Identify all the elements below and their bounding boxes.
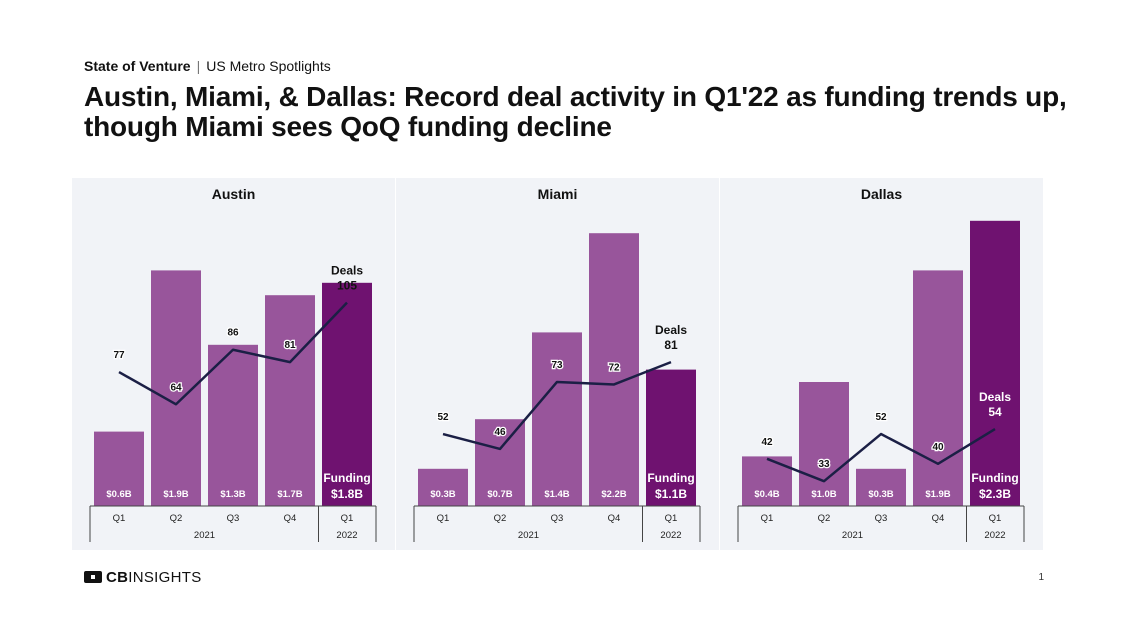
chart-panel-miami: Miami $0.3B $0.7B $1.4B $2.2B Funding $1.1B 52 4… bbox=[396, 178, 719, 550]
funding-caption: Funding bbox=[323, 471, 370, 485]
bar-value-label: $1.9B bbox=[163, 489, 188, 500]
bar-value-label: $1.1B bbox=[655, 487, 687, 501]
bar-value-label: $1.8B bbox=[331, 487, 363, 501]
bar-value-label: $1.4B bbox=[544, 489, 569, 500]
x-tick-label: Q1 bbox=[437, 513, 450, 524]
bar-value-label: $0.3B bbox=[868, 489, 893, 500]
x-tick-label: Q2 bbox=[170, 513, 183, 524]
x-tick-label: Q1 bbox=[665, 513, 678, 524]
bar-value-label: $2.2B bbox=[601, 489, 626, 500]
logo-text: CBINSIGHTS bbox=[106, 568, 202, 586]
bar-5 bbox=[970, 220, 1020, 507]
bar-1 bbox=[94, 431, 144, 506]
bar-value-label: $0.6B bbox=[106, 489, 131, 500]
bar-3 bbox=[856, 468, 906, 506]
bar-2 bbox=[799, 382, 849, 506]
deals-value-label: 40 bbox=[932, 442, 944, 453]
deals-value-label: 46 bbox=[494, 427, 506, 438]
chart-panel-dallas: Dallas $0.4B $1.0B $0.3B $1.9B Funding $2.3B 42… bbox=[720, 178, 1043, 550]
bar-value-label: $1.9B bbox=[925, 489, 950, 500]
deals-value-label: 52 bbox=[437, 412, 449, 423]
funding-caption: Funding bbox=[647, 471, 694, 485]
deals-value-label: 81 bbox=[664, 338, 678, 352]
bar-value-label: $0.7B bbox=[487, 489, 512, 500]
bar-3 bbox=[208, 344, 258, 506]
x-tick-label: Q2 bbox=[494, 513, 507, 524]
deals-line bbox=[118, 301, 348, 406]
kicker: State of Venture | US Metro Spotlights bbox=[84, 58, 1084, 74]
x-tick-label: Q1 bbox=[761, 513, 774, 524]
bar-1 bbox=[418, 468, 468, 506]
x-tick-label: Q3 bbox=[875, 513, 888, 524]
bar-5 bbox=[646, 369, 696, 506]
chart-dallas: Dallas $0.4B $1.0B $0.3B $1.9B Funding $2.3B 42… bbox=[737, 186, 1025, 542]
bar-2 bbox=[475, 419, 525, 506]
bar-value-label: $0.3B bbox=[430, 489, 455, 500]
x-tick-label: Q4 bbox=[932, 513, 945, 524]
bar-value-label: $1.3B bbox=[220, 489, 245, 500]
page-title: Austin, Miami, & Dallas: Record deal act… bbox=[84, 81, 1067, 142]
x-tick-label: Q3 bbox=[227, 513, 240, 524]
deals-value-label: 86 bbox=[227, 328, 239, 339]
deals-value-label: 72 bbox=[608, 362, 620, 373]
bar-value-label: $2.3B bbox=[979, 487, 1011, 501]
deals-caption: Deals bbox=[331, 264, 363, 278]
deals-caption: Deals bbox=[979, 390, 1011, 404]
deals-value-label: 33 bbox=[818, 459, 830, 470]
header: State of Venture | US Metro Spotlights Aus… bbox=[84, 58, 1084, 142]
x-tick-label: Q2 bbox=[818, 513, 831, 524]
bar-3 bbox=[532, 332, 582, 506]
kicker-rest: US Metro Spotlights bbox=[206, 58, 331, 74]
x-group-label: 2022 bbox=[660, 530, 681, 541]
bar-value-label: $1.7B bbox=[277, 489, 302, 500]
bar-4 bbox=[913, 270, 963, 506]
x-group-label: 2021 bbox=[518, 530, 539, 541]
deals-value-label: 42 bbox=[761, 437, 773, 448]
x-tick-label: Q4 bbox=[284, 513, 297, 524]
x-tick-label: Q1 bbox=[341, 513, 354, 524]
deals-line bbox=[766, 428, 996, 483]
x-tick-label: Q1 bbox=[113, 513, 126, 524]
x-group-label: 2022 bbox=[984, 530, 1005, 541]
x-group-label: 2021 bbox=[194, 530, 215, 541]
chart-title: Miami bbox=[538, 186, 578, 202]
x-tick-label: Q3 bbox=[551, 513, 564, 524]
deals-value-label: 105 bbox=[337, 279, 357, 293]
deals-value-label: 54 bbox=[988, 405, 1002, 419]
kicker-bold: State of Venture bbox=[84, 58, 191, 74]
chart-panel-austin: Austin $0.6B $1.9B $1.3B $1.7B Funding $1.8B 77… bbox=[72, 178, 395, 550]
deals-caption: Deals bbox=[655, 323, 687, 337]
bar-value-label: $1.0B bbox=[811, 489, 836, 500]
deals-value-label: 73 bbox=[551, 360, 563, 371]
chart-title: Dallas bbox=[861, 186, 902, 202]
x-tick-label: Q1 bbox=[989, 513, 1002, 524]
x-tick-label: Q4 bbox=[608, 513, 621, 524]
cb-logo-icon bbox=[84, 571, 102, 583]
chart-title: Austin bbox=[212, 186, 256, 202]
bar-4 bbox=[589, 233, 639, 506]
bar-4 bbox=[265, 295, 315, 506]
kicker-separator: | bbox=[196, 58, 201, 74]
deals-value-label: 52 bbox=[875, 412, 887, 423]
funding-caption: Funding bbox=[971, 471, 1018, 485]
deals-value-label: 77 bbox=[113, 350, 125, 361]
cb-insights-logo: CBINSIGHTS bbox=[84, 568, 202, 586]
deals-value-label: 64 bbox=[170, 382, 182, 393]
page-number: 1 bbox=[1038, 572, 1044, 583]
chart-miami: Miami $0.3B $0.7B $1.4B $2.2B Funding $1.1B 52 4… bbox=[413, 186, 701, 542]
x-group-label: 2021 bbox=[842, 530, 863, 541]
deals-line bbox=[442, 360, 672, 451]
x-group-label: 2022 bbox=[336, 530, 357, 541]
bar-value-label: $0.4B bbox=[754, 489, 779, 500]
deals-value-label: 81 bbox=[284, 340, 296, 351]
chart-austin: Austin $0.6B $1.9B $1.3B $1.7B Funding $1.8B 77… bbox=[89, 186, 377, 542]
